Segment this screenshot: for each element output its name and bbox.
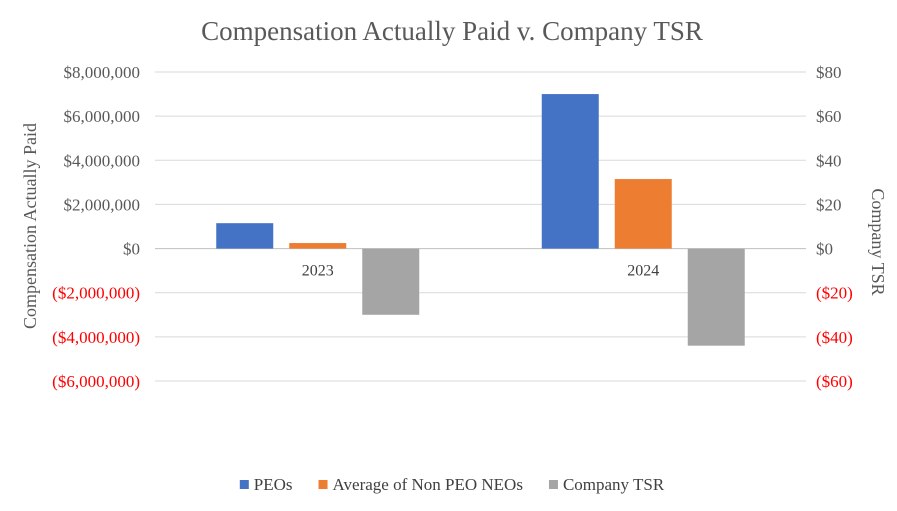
x-tick-label: 2023 bbox=[302, 263, 334, 280]
y-tick-label: $0 bbox=[123, 240, 140, 259]
bar-average-of-non-peo-neos-2023 bbox=[289, 243, 347, 249]
y2-tick-label: $40 bbox=[816, 151, 842, 170]
legend-swatch bbox=[239, 480, 249, 489]
x-tick-label: 2024 bbox=[627, 263, 659, 280]
y-tick-label: ($6,000,000) bbox=[52, 372, 140, 391]
legend-swatch bbox=[318, 480, 328, 489]
legend: PEOs Average of Non PEO NEOs Company TSR bbox=[239, 475, 665, 494]
legend-item: Company TSR bbox=[548, 475, 665, 494]
y2-tick-label: $20 bbox=[816, 195, 842, 214]
category-labels: 2023 2024 bbox=[302, 263, 660, 280]
legend-label: PEOs bbox=[254, 475, 293, 494]
y2-tick-label: ($40) bbox=[816, 328, 853, 347]
y-tick-label: $2,000,000 bbox=[64, 195, 141, 214]
legend-item: Average of Non PEO NEOs bbox=[318, 475, 523, 494]
bars bbox=[216, 94, 745, 346]
y-tick-label: $4,000,000 bbox=[64, 151, 141, 170]
legend-item: PEOs bbox=[239, 475, 293, 494]
y-tick-label: $8,000,000 bbox=[64, 63, 141, 82]
y-axis-title: Compensation Actually Paid bbox=[20, 123, 40, 329]
y-tick-label: ($2,000,000) bbox=[52, 284, 140, 303]
bar-peos-2024 bbox=[541, 94, 599, 249]
bar-peos-2023 bbox=[216, 223, 274, 249]
bar-company-tsr-2024 bbox=[687, 248, 745, 346]
y-tick-label: ($4,000,000) bbox=[52, 328, 140, 347]
y-axis-ticks: $8,000,000 $6,000,000 $4,000,000 $2,000,000… bbox=[52, 63, 140, 391]
y2-axis-title: Company TSR bbox=[868, 188, 888, 295]
y-tick-label: $6,000,000 bbox=[64, 107, 141, 126]
y2-tick-label: $80 bbox=[816, 63, 842, 82]
y2-axis-ticks: $80 $60 $40 $20 $0 ($20) ($40) ($60) bbox=[816, 63, 853, 391]
chart-title: Compensation Actually Paid v. Company TS… bbox=[201, 16, 703, 46]
legend-swatch bbox=[548, 480, 558, 489]
legend-label: Average of Non PEO NEOs bbox=[333, 475, 523, 494]
y2-tick-label: $60 bbox=[816, 107, 842, 126]
bar-company-tsr-2023 bbox=[362, 248, 420, 315]
y2-tick-label: ($20) bbox=[816, 284, 853, 303]
y2-tick-label: ($60) bbox=[816, 372, 853, 391]
bar-average-of-non-peo-neos-2024 bbox=[614, 179, 672, 249]
y2-tick-label: $0 bbox=[816, 240, 833, 259]
legend-label: Company TSR bbox=[563, 475, 665, 494]
